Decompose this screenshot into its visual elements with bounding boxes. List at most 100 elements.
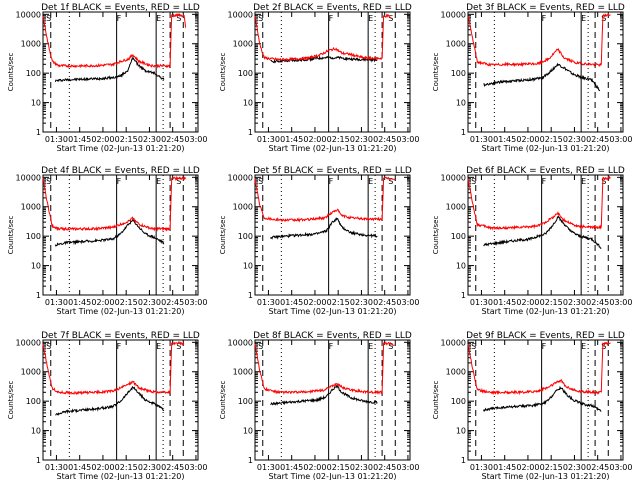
phase-marker: S [388,342,393,351]
x-tick-label: 01:30 [45,135,68,144]
phase-marker: S [471,342,476,351]
y-tick-label: 100 [26,397,41,406]
y-tick-label: 10 [31,427,41,436]
y-tick-label: 100 [451,397,466,406]
x-tick-label: 02:15 [115,135,138,144]
panel-title: Det 5f BLACK = Events, RED = LLD [253,166,412,176]
x-tick-label: 02:15 [327,463,350,472]
y-tick-label: 1 [461,128,466,137]
y-tick-label: 1000 [233,203,253,212]
y-tick-label: 10000 [441,173,466,182]
panel-title: Det 3f BLACK = Events, RED = LLD [466,3,625,13]
phase-marker: S [176,14,181,23]
y-axis-label: Counts/sec [432,53,440,92]
panel-title: Det 9f BLACK = Events, RED = LLD [466,331,625,341]
phase-marker: E [368,14,373,23]
phase-marker: E [368,177,373,186]
x-tick-label: 01:30 [257,135,280,144]
x-tick-label: 02:15 [327,298,350,307]
x-tick-label: 01:45 [280,135,303,144]
y-axis-label: Counts/sec [7,381,15,420]
x-tick-label: 02:30 [563,135,586,144]
x-tick-label: 03:00 [609,298,632,307]
phase-marker: E [581,14,586,23]
y-tick-label: 100 [451,232,466,241]
y-tick-label: 10000 [228,10,253,19]
y-tick-label: 1000 [21,203,41,212]
y-tick-label: 1 [461,291,466,300]
phase-marker: E [368,342,373,351]
x-tick-label: 02:45 [161,135,184,144]
x-tick-label: 01:30 [470,135,493,144]
x-tick-label: 01:45 [280,463,303,472]
y-tick-label: 10000 [16,10,41,19]
plot-frame [467,339,624,461]
y-tick-label: 1000 [21,40,41,49]
x-tick-label: 02:00 [91,463,114,472]
x-axis-label: Start Time (02-Jun-13 01:21:20) [482,144,610,153]
lld-series-line [42,341,185,396]
y-tick-label: 100 [238,69,253,78]
x-tick-label: 02:15 [540,298,563,307]
x-tick-label: 01:45 [68,298,91,307]
y-tick-label: 100 [238,232,253,241]
phase-marker: E [156,177,161,186]
x-tick-label: 02:45 [586,298,609,307]
x-tick-label: 02:00 [303,298,326,307]
x-axis-label: Start Time (02-Jun-13 01:21:20) [482,472,610,480]
phase-marker: S [258,342,263,351]
phase-marker: F [117,177,122,186]
x-tick-label: 02:45 [373,135,396,144]
phase-marker: F [117,14,122,23]
x-tick-label: 03:00 [184,463,207,472]
x-tick-label: 02:30 [563,298,586,307]
phase-marker: S [258,14,263,23]
x-tick-label: 01:45 [68,463,91,472]
plot-frame [42,174,199,296]
x-tick-label: 02:45 [586,135,609,144]
x-tick-label: 02:30 [563,463,586,472]
phase-marker: S [176,177,181,186]
events-series-line [54,217,165,247]
y-tick-label: 10000 [228,173,253,182]
y-axis-label: Counts/sec [7,53,15,92]
phase-marker: E [156,14,161,23]
phase-marker: E [581,177,586,186]
phase-marker: S [46,177,51,186]
y-tick-label: 10000 [441,338,466,347]
plot-frame [254,174,411,296]
phase-marker: S [388,177,393,186]
x-tick-label: 03:00 [396,135,419,144]
x-axis-label: Start Time (02-Jun-13 01:21:20) [57,307,185,316]
y-tick-label: 10 [31,262,41,271]
x-axis-label: Start Time (02-Jun-13 01:21:20) [57,472,185,480]
x-tick-label: 02:15 [540,135,563,144]
x-tick-label: 02:45 [161,463,184,472]
phase-marker: S [46,342,51,351]
phase-marker: F [329,14,334,23]
y-axis-label: Counts/sec [7,216,15,255]
y-axis-label: Counts/sec [219,53,227,92]
panel-title: Det 7f BLACK = Events, RED = LLD [41,331,200,341]
y-tick-label: 1000 [446,203,466,212]
panel-title: Det 8f BLACK = Events, RED = LLD [253,331,412,341]
y-tick-label: 1000 [233,368,253,377]
x-tick-label: 03:00 [396,463,419,472]
y-tick-label: 1000 [446,368,466,377]
x-tick-label: 01:30 [257,463,280,472]
y-axis-label: Counts/sec [219,381,227,420]
phase-marker: E [581,342,586,351]
events-series-line [483,62,601,92]
lld-series-line [467,13,611,68]
x-tick-label: 02:00 [516,298,539,307]
x-tick-label: 03:00 [609,463,632,472]
x-tick-label: 02:15 [115,298,138,307]
phase-marker: F [542,342,547,351]
